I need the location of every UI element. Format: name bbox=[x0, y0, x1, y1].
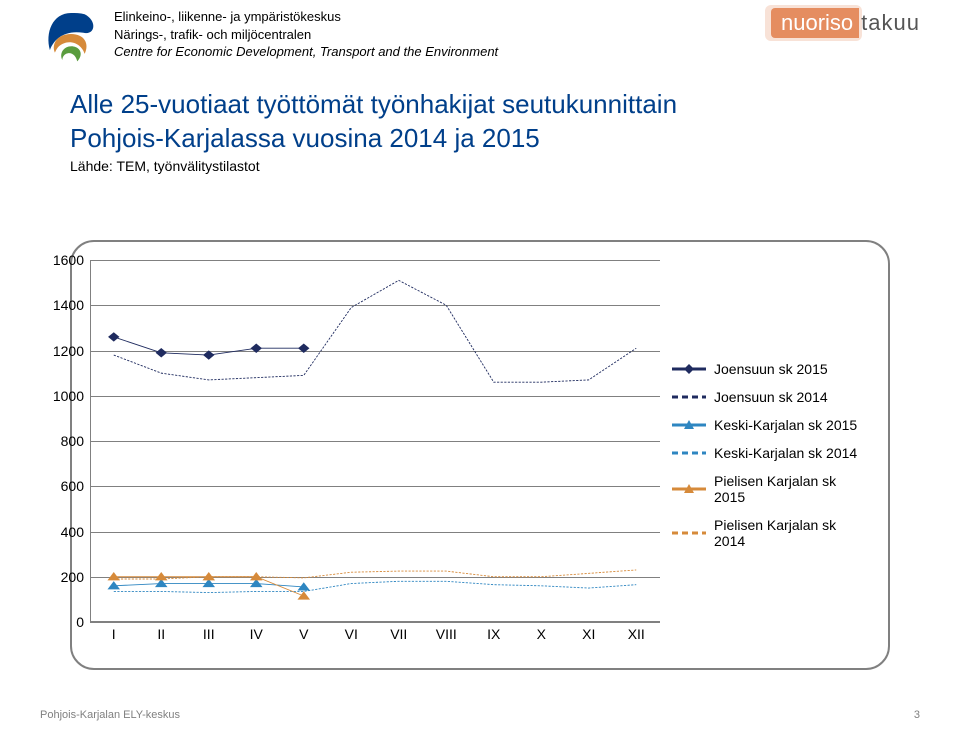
xtick-label: VI bbox=[345, 626, 358, 642]
takuu-label: takuu bbox=[859, 10, 920, 36]
xtick-label: XI bbox=[582, 626, 595, 642]
title-line-2: Pohjois-Karjalassa vuosina 2014 ja 2015 bbox=[70, 123, 540, 153]
legend-item: Keski-Karjalan sk 2015 bbox=[672, 417, 870, 433]
nuoriso-label: nuoriso bbox=[771, 8, 859, 38]
legend-label: Keski-Karjalan sk 2015 bbox=[714, 417, 857, 433]
agency-logo-block: Elinkeino-, liikenne- ja ympäristökeskus… bbox=[40, 8, 498, 70]
xtick-label: IX bbox=[487, 626, 500, 642]
x-axis: IIIIIIIVVVIVIIVIIIIXXXIXII bbox=[90, 622, 660, 650]
title-line-1: Alle 25-vuotiaat työttömät työnhakijat s… bbox=[70, 89, 677, 119]
legend-item: Joensuun sk 2014 bbox=[672, 389, 870, 405]
header: Elinkeino-, liikenne- ja ympäristökeskus… bbox=[0, 0, 960, 70]
ytick-label: 1200 bbox=[53, 343, 84, 359]
ely-logo-icon bbox=[40, 8, 102, 70]
chart-container: 02004006008001000120014001600 IIIIIIIVVV… bbox=[70, 240, 890, 670]
ytick-label: 800 bbox=[61, 433, 84, 449]
legend: Joensuun sk 2015 Joensuun sk 2014 Keski-Ka… bbox=[660, 260, 870, 650]
xtick-label: III bbox=[203, 626, 215, 642]
xtick-label: II bbox=[157, 626, 165, 642]
legend-label: Joensuun sk 2014 bbox=[714, 389, 828, 405]
legend-label: Keski-Karjalan sk 2014 bbox=[714, 445, 857, 461]
xtick-label: VIII bbox=[436, 626, 457, 642]
slide-subtitle: Lähde: TEM, työnvälitystilastot bbox=[0, 156, 960, 174]
ytick-label: 200 bbox=[61, 569, 84, 585]
slide-title: Alle 25-vuotiaat työttömät työnhakijat s… bbox=[0, 70, 960, 156]
xtick-label: IV bbox=[250, 626, 263, 642]
legend-item: Pielisen Karjalan sk 2015 bbox=[672, 473, 870, 505]
footer-text: Pohjois-Karjalan ELY-keskus bbox=[40, 709, 180, 721]
xtick-label: X bbox=[537, 626, 546, 642]
xtick-label: XII bbox=[628, 626, 645, 642]
xtick-label: V bbox=[299, 626, 308, 642]
agency-name-en: Centre for Economic Development, Transpo… bbox=[114, 43, 498, 61]
legend-label: Pielisen Karjalan sk 2014 bbox=[714, 517, 870, 549]
xtick-label: I bbox=[112, 626, 116, 642]
legend-label: Pielisen Karjalan sk 2015 bbox=[714, 473, 870, 505]
ytick-label: 0 bbox=[76, 614, 84, 630]
ytick-label: 400 bbox=[61, 524, 84, 540]
legend-item: Pielisen Karjalan sk 2014 bbox=[672, 517, 870, 549]
agency-name-sv: Närings-, trafik- och miljöcentralen bbox=[114, 26, 498, 44]
agency-name-fi: Elinkeino-, liikenne- ja ympäristökeskus bbox=[114, 8, 498, 26]
plot-area: 02004006008001000120014001600 bbox=[90, 260, 660, 622]
ytick-label: 1000 bbox=[53, 388, 84, 404]
legend-item: Joensuun sk 2015 bbox=[672, 361, 870, 377]
legend-item: Keski-Karjalan sk 2014 bbox=[672, 445, 870, 461]
ytick-label: 1600 bbox=[53, 252, 84, 268]
legend-label: Joensuun sk 2015 bbox=[714, 361, 828, 377]
nuorisotakuu-logo: nuoriso takuu bbox=[771, 8, 920, 38]
xtick-label: VII bbox=[390, 626, 407, 642]
ytick-label: 600 bbox=[61, 478, 84, 494]
page-number: 3 bbox=[914, 709, 920, 721]
ytick-label: 1400 bbox=[53, 297, 84, 313]
agency-text: Elinkeino-, liikenne- ja ympäristökeskus… bbox=[114, 8, 498, 61]
